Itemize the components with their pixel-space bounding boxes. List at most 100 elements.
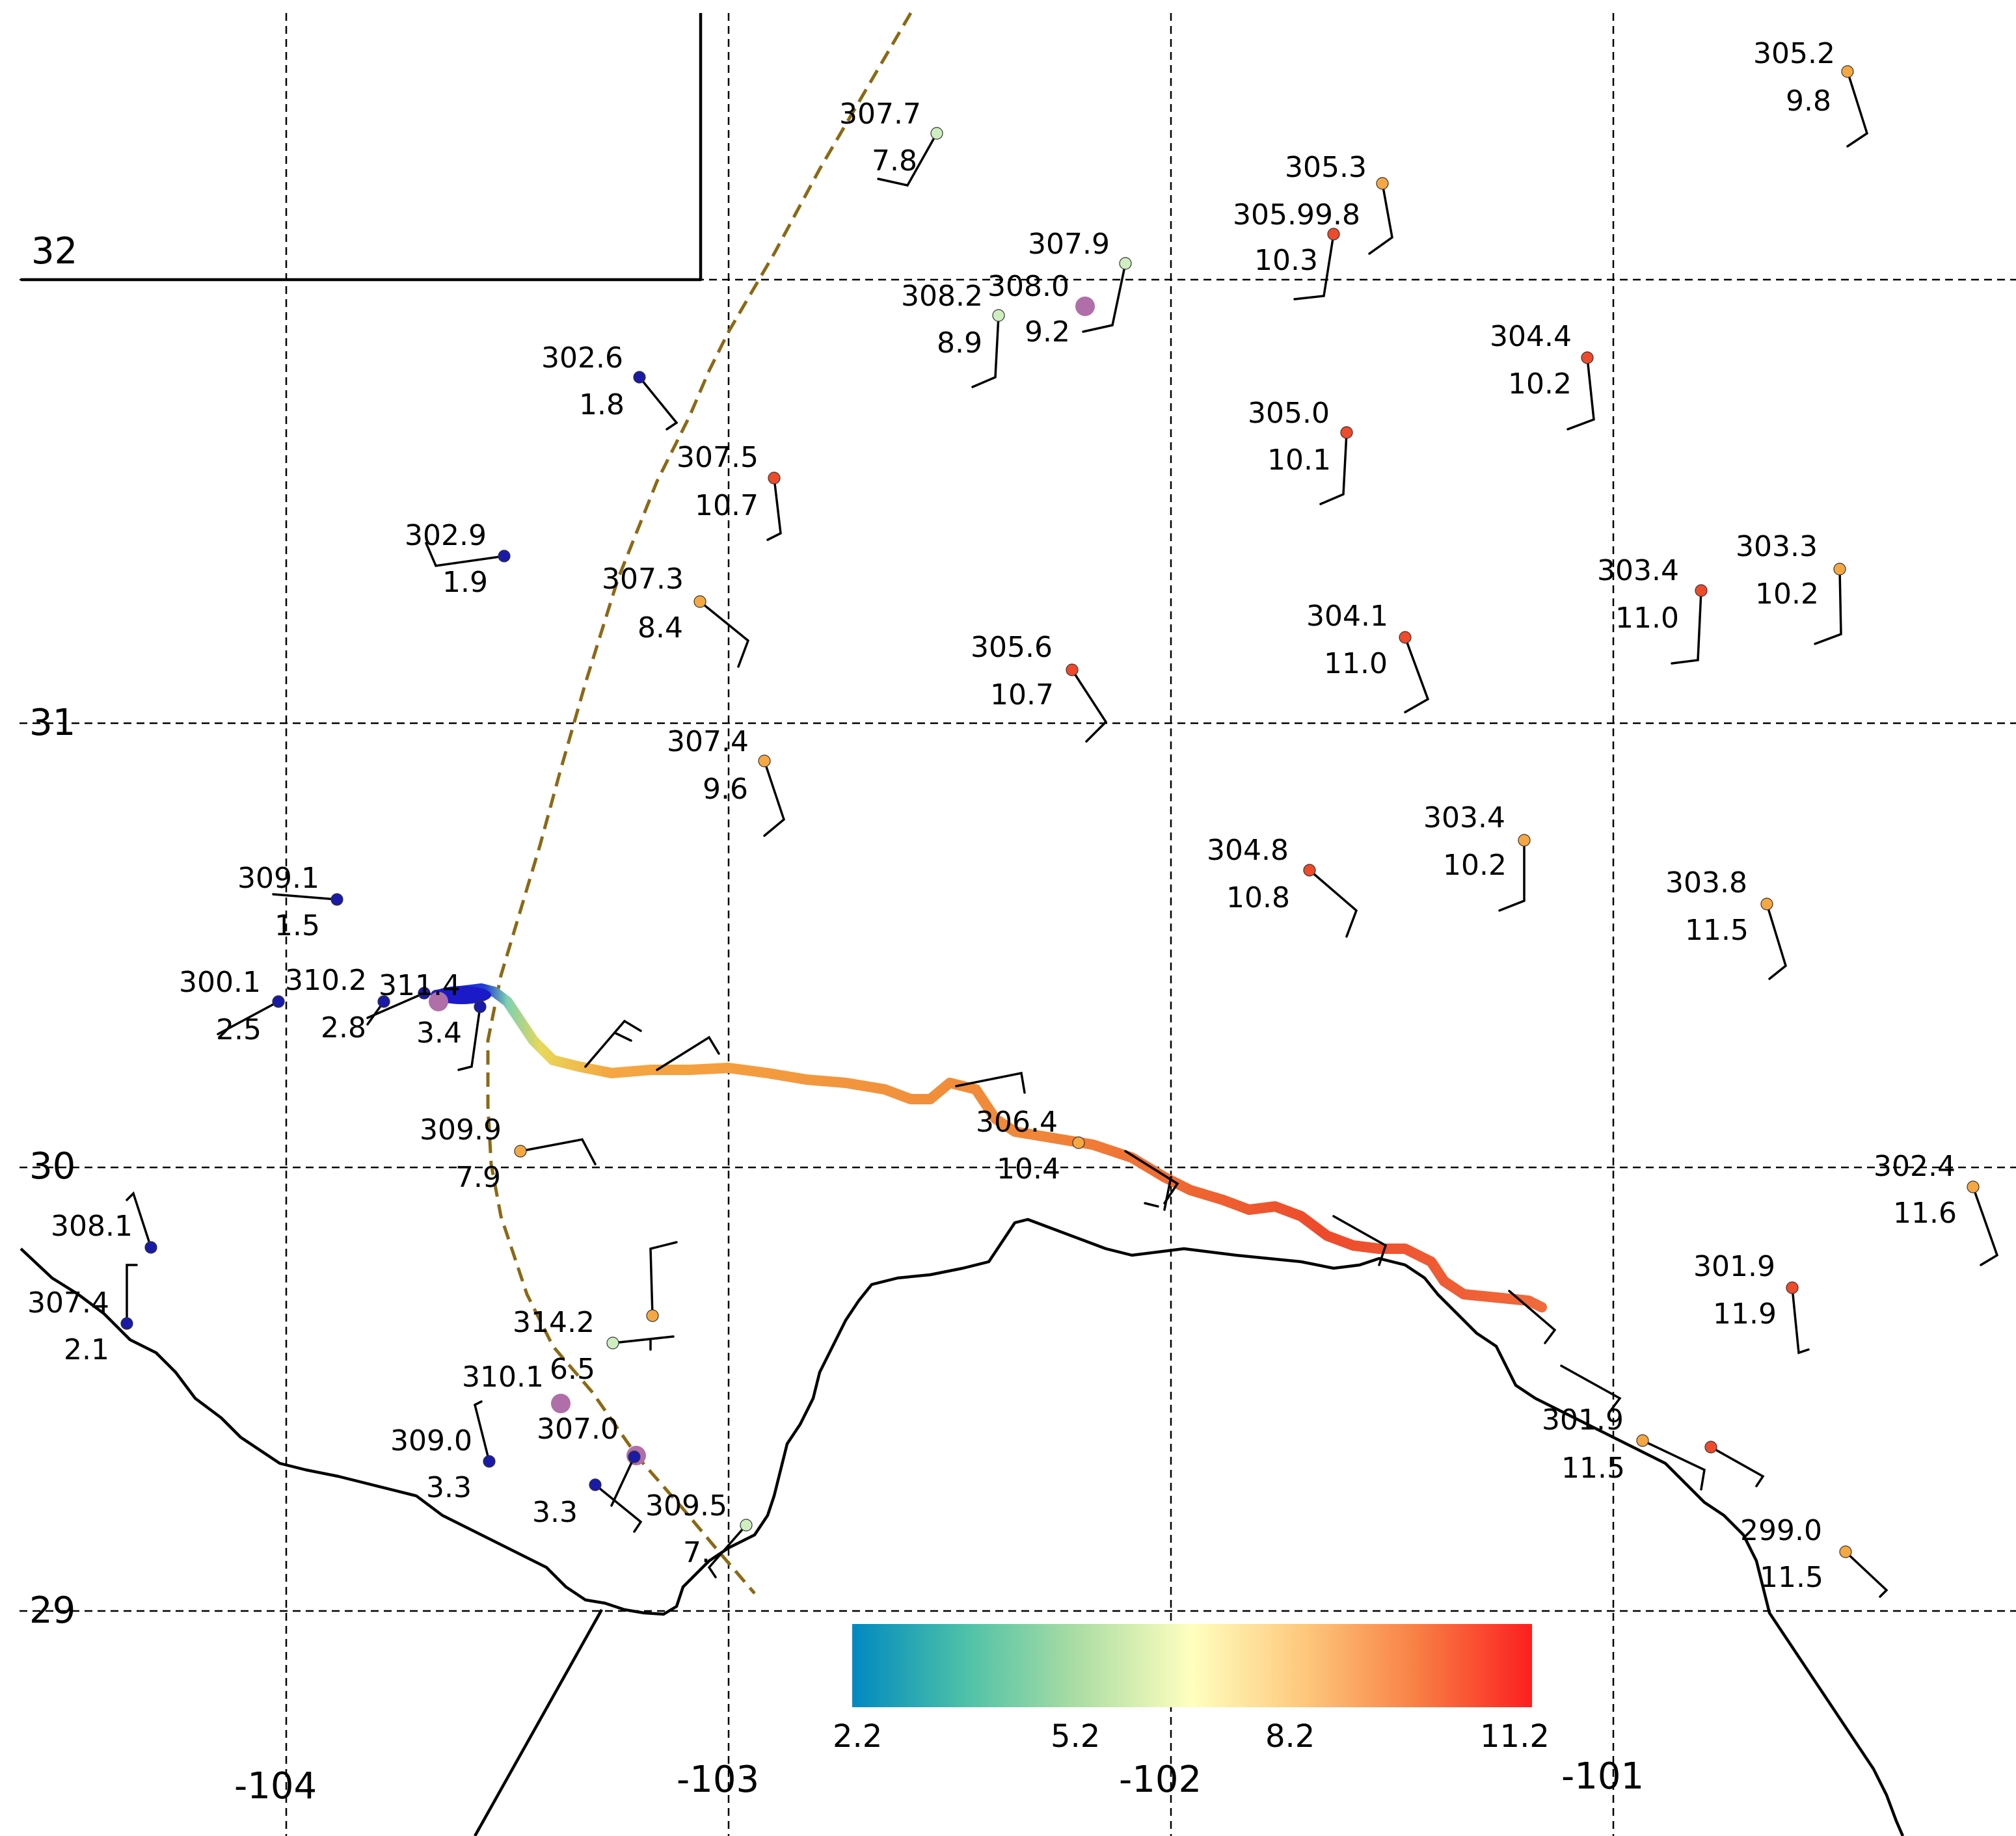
- station-pressure: 305.0: [1248, 397, 1330, 430]
- track-path: [486, 12, 913, 1595]
- station-pressure: 305.3: [1285, 151, 1367, 184]
- station-speed: 11.0: [1615, 602, 1679, 635]
- station-speed: 7.9: [455, 1161, 501, 1194]
- station-dot: [1581, 351, 1594, 364]
- station-pressure: 307.7: [839, 98, 921, 131]
- station-dot: [120, 1317, 133, 1330]
- station-dot: [144, 1241, 157, 1254]
- station-pressure: 307.4: [27, 1286, 109, 1320]
- station-speed: 10.7: [695, 489, 759, 522]
- station-speed: 8.9: [937, 326, 982, 360]
- station-pressure: 308.0: [988, 270, 1069, 303]
- station-dot: [1839, 1545, 1852, 1558]
- station-speed: 10.8: [1226, 881, 1290, 914]
- station-pressure: 303.8: [1665, 866, 1747, 899]
- station-speed: 1.9: [442, 566, 488, 599]
- station-speed: 10.1: [1267, 444, 1331, 477]
- station-dot: [1841, 65, 1854, 78]
- axis-labels: 32 31 30 29 -104 -103 -102 -101: [29, 230, 1644, 1807]
- station-speed: 10.2: [1443, 849, 1507, 882]
- event-marker: [1075, 297, 1095, 316]
- station-speed: 2.1: [64, 1333, 109, 1366]
- event-marker: [429, 992, 448, 1011]
- station-pressure: 303.4: [1423, 801, 1505, 834]
- station-pressure: 306.4: [976, 1106, 1058, 1139]
- station-pressure: 302.6: [541, 341, 623, 375]
- station-speed: 11.5: [1685, 914, 1749, 947]
- station-dot: [740, 1519, 753, 1532]
- station-pressure: 302.4: [1874, 1150, 1956, 1183]
- station-dot: [1833, 563, 1846, 576]
- station-speed: 11.9: [1713, 1297, 1777, 1331]
- station-dot: [606, 1337, 619, 1350]
- colorbar: 2.2 5.2 8.2 11.2: [833, 1624, 1550, 1755]
- station-dot: [1303, 864, 1316, 877]
- station-dot: [1340, 426, 1353, 439]
- river-border: [20, 1217, 1905, 1836]
- event-marker: [551, 1394, 571, 1413]
- station-dot: [483, 1455, 496, 1468]
- station-dot: [272, 995, 285, 1008]
- station-speed: 8.4: [638, 611, 683, 645]
- lon-label: -101: [1561, 1755, 1644, 1798]
- station-pressure: 310.1: [462, 1361, 544, 1394]
- station-speed: 3.3: [426, 1471, 472, 1504]
- state-boundary: [21, 13, 703, 1836]
- station-speed: 9.2: [1025, 315, 1070, 349]
- trajectory-barbs: [584, 1019, 1622, 1413]
- station-dot: [1399, 631, 1412, 644]
- colorbar-gradient: [852, 1624, 1532, 1707]
- station-dot: [930, 127, 943, 140]
- graticule: [20, 13, 2016, 1836]
- station-pressure: 303.3: [1736, 530, 1818, 563]
- station-dot: [646, 1309, 659, 1322]
- station-pressure: 311.4: [379, 969, 461, 1002]
- station-speed: 1.8: [579, 388, 625, 421]
- station-pressure: 303.4: [1597, 554, 1679, 587]
- station-speed: 3.4: [416, 1017, 462, 1050]
- station-pressure: 309.0: [390, 1424, 472, 1457]
- station-barbs: [126, 70, 1999, 1598]
- station-pressure: 305.99.8: [1233, 198, 1360, 232]
- lat-label: 29: [29, 1590, 75, 1632]
- station-speed: 3.3: [532, 1496, 578, 1529]
- station-pressure: 307.9: [1028, 228, 1110, 261]
- station-pressure: 307.5: [677, 441, 759, 474]
- station-dot: [1327, 228, 1340, 241]
- lat-label: 32: [31, 230, 77, 273]
- station-dots: [120, 65, 1980, 1558]
- station-dot: [693, 595, 706, 608]
- station-dot: [633, 371, 646, 384]
- station-pressure: 304.1: [1306, 600, 1388, 633]
- station-speed: 7.8: [872, 144, 917, 178]
- station-pressure: 307.4: [667, 725, 749, 758]
- station-speed: 7.: [683, 1536, 710, 1569]
- station-labels: 305.2 9.8 307.7 7.8 305.3 305.99.8 10.3 …: [27, 37, 1957, 1594]
- station-speed: 10.7: [990, 678, 1054, 712]
- station-pressure: 300.1: [179, 966, 261, 999]
- station-speed: 2.5: [216, 1013, 262, 1046]
- lat-label: 30: [29, 1145, 75, 1188]
- station-pressure: 310.2: [285, 964, 367, 997]
- station-pressure: 301.9: [1693, 1250, 1775, 1283]
- station-speed: 11.5: [1561, 1452, 1625, 1485]
- station-pressure: 307.3: [602, 563, 684, 596]
- station-pressure: 299.0: [1740, 1514, 1822, 1547]
- lat-label: 31: [29, 702, 75, 744]
- station-dot: [330, 893, 343, 906]
- station-speed: 1.5: [275, 909, 320, 942]
- station-speed: 10.3: [1254, 244, 1318, 277]
- station-speed: 10.4: [997, 1152, 1060, 1186]
- station-dot: [418, 987, 431, 1000]
- station-speed: 2.8: [321, 1011, 366, 1044]
- station-dot: [1786, 1281, 1799, 1294]
- station-dot: [768, 472, 781, 485]
- station-pressure: 308.2: [901, 280, 983, 313]
- station-dot: [758, 754, 771, 767]
- station-dot: [628, 1450, 641, 1463]
- station-dot: [1695, 584, 1708, 597]
- station-speed: 10.2: [1755, 578, 1819, 611]
- lon-label: -104: [234, 1765, 317, 1807]
- station-pressure: 307.0: [537, 1413, 619, 1446]
- station-speed: 9.6: [703, 773, 748, 806]
